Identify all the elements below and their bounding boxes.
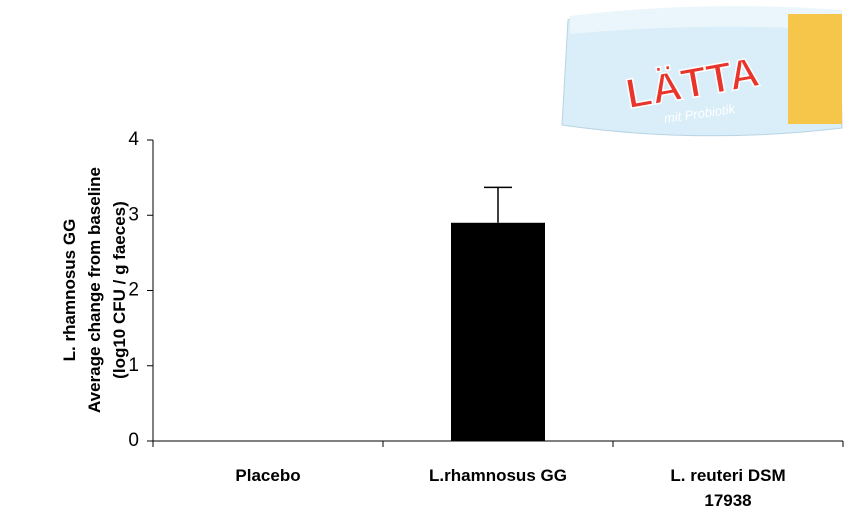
y-title: (log10 CFU / g faeces) xyxy=(110,201,129,379)
x-tick-label: Placebo xyxy=(235,466,301,485)
y-tick-label: 1 xyxy=(128,355,139,376)
bar xyxy=(451,222,545,441)
y-title: Average change from baseline xyxy=(85,167,104,413)
x-tick-label: L. reuteri DSM 17938 xyxy=(670,466,786,510)
tub-stripe xyxy=(788,14,842,124)
y-tick-label: 0 xyxy=(128,430,139,451)
x-tick-label: L.rhamnosus GG xyxy=(429,466,567,485)
y-title: L. rhamnosus GG xyxy=(60,219,79,362)
y-tick-label: 4 xyxy=(128,129,139,150)
lid xyxy=(570,6,842,34)
y-tick-label: 3 xyxy=(128,204,139,225)
y-tick-label: 2 xyxy=(128,280,139,301)
product-image: LÄTTA mit Probiotik xyxy=(561,6,843,137)
